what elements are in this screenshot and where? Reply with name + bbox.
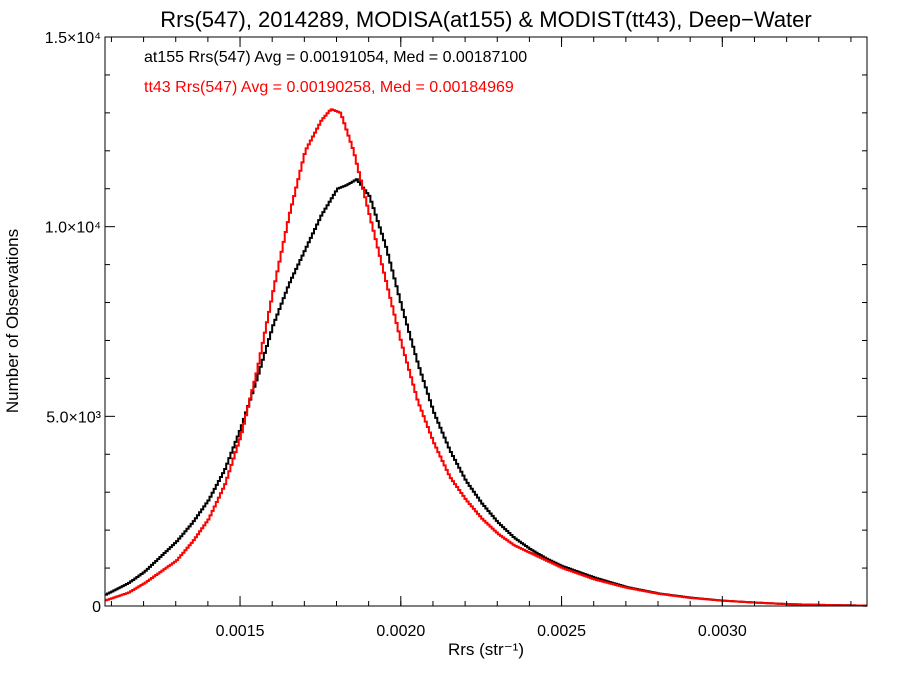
series-line-at155	[105, 178, 867, 607]
x-tick-label: 0.0015	[216, 623, 265, 640]
x-tick-label: 0.0020	[376, 623, 425, 640]
x-tick-label: 0.0030	[698, 623, 747, 640]
plot-frame	[104, 36, 868, 607]
y-axis-label: Number of Observations	[3, 229, 22, 413]
y-tick-label: 1.0×10⁴	[45, 220, 101, 237]
legend-entry-at155: at155 Rrs(547) Avg = 0.00191054, Med = 0…	[144, 49, 527, 66]
y-tick-label: 1.5×10⁴	[45, 30, 101, 47]
x-tick-label: 0.0025	[537, 623, 586, 640]
legend-entry-tt43: tt43 Rrs(547) Avg = 0.00190258, Med = 0.…	[144, 79, 514, 96]
y-tick-label: 0	[92, 599, 101, 616]
y-tick-label: 5.0×10³	[46, 409, 101, 426]
chart-title: Rrs(547), 2014289, MODISA(at155) & MODIS…	[160, 7, 811, 32]
x-axis-label: Rrs (str⁻¹)	[448, 640, 524, 659]
series-line-tt43	[105, 108, 867, 607]
